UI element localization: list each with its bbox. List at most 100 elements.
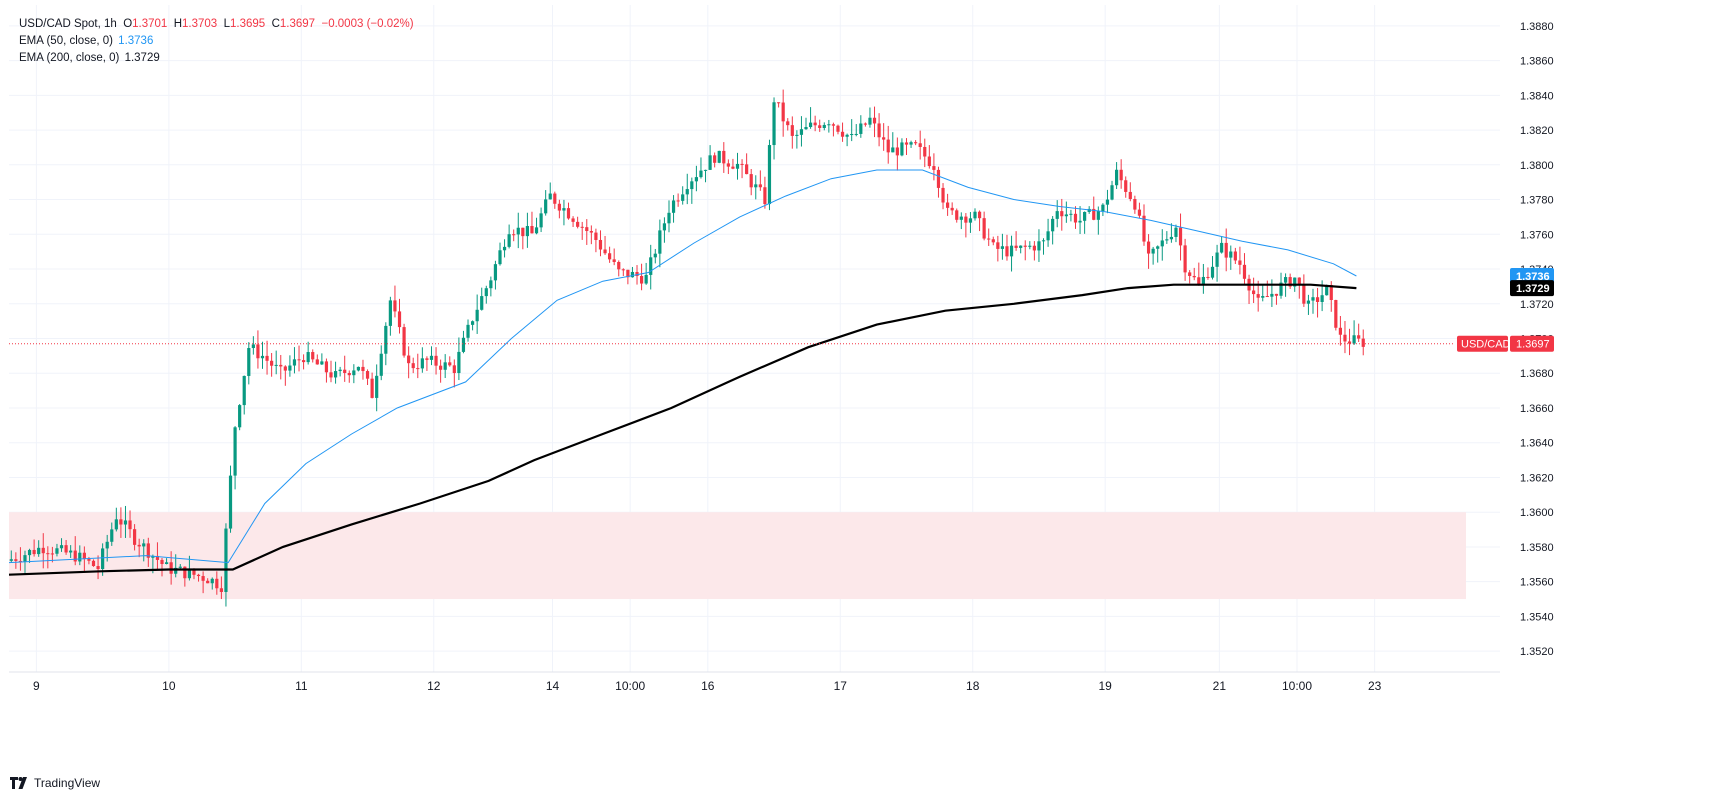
candle-body xyxy=(653,253,657,258)
candle-body xyxy=(196,574,201,577)
candle xyxy=(215,571,219,595)
tradingview-logo-icon xyxy=(10,777,27,789)
candle xyxy=(987,228,991,246)
candle xyxy=(530,211,534,234)
candle-body xyxy=(932,166,936,170)
candle xyxy=(219,576,223,600)
candle-body xyxy=(872,117,877,124)
candle-body xyxy=(722,150,726,164)
candle-body xyxy=(420,358,424,369)
last-price-value-box xyxy=(1510,335,1554,352)
candle-body xyxy=(1334,300,1338,328)
candle-body xyxy=(877,123,881,138)
candle-body xyxy=(23,555,27,562)
candle xyxy=(1306,294,1311,315)
candle xyxy=(251,336,255,355)
candle-body xyxy=(1160,240,1164,247)
candle-body xyxy=(525,226,529,237)
candle-body xyxy=(101,548,105,570)
candlestick-series xyxy=(9,89,1365,607)
candle xyxy=(361,359,365,380)
candle-body xyxy=(484,288,488,297)
candle xyxy=(534,217,539,235)
candle-body xyxy=(512,234,516,236)
candle-body xyxy=(923,146,927,157)
candle xyxy=(1156,245,1160,263)
candle-body xyxy=(914,142,918,144)
candle xyxy=(128,510,132,538)
candle-body xyxy=(617,262,621,270)
candle xyxy=(932,153,936,181)
candle xyxy=(703,169,708,183)
candle xyxy=(311,349,315,363)
candle xyxy=(923,138,927,168)
candle xyxy=(895,137,899,171)
y-tick-label: 1.3820 xyxy=(1520,125,1554,137)
candle-body xyxy=(137,544,141,547)
candle xyxy=(676,193,680,207)
candle xyxy=(1037,229,1041,262)
candle-body xyxy=(338,369,342,372)
candle xyxy=(137,538,141,558)
candle xyxy=(571,216,575,228)
open-value: 1.3701 xyxy=(132,18,168,30)
candle xyxy=(1000,233,1005,260)
candle xyxy=(808,107,813,129)
candle xyxy=(1009,235,1014,272)
candle-body xyxy=(151,555,155,558)
candle-body xyxy=(1306,300,1311,304)
candle xyxy=(457,337,461,381)
candle-body xyxy=(133,529,137,545)
y-tick-label: 1.3860 xyxy=(1520,56,1554,68)
candle xyxy=(745,153,749,175)
candle xyxy=(233,426,237,490)
candle xyxy=(1238,246,1242,275)
candle xyxy=(484,285,488,304)
candle xyxy=(576,216,580,229)
candle xyxy=(1110,180,1114,201)
candle xyxy=(1197,262,1201,286)
candle-body xyxy=(178,566,182,568)
candle-body xyxy=(1178,227,1183,246)
candle-body xyxy=(1220,242,1224,253)
candle-body xyxy=(251,344,255,349)
candle xyxy=(639,263,644,291)
candle xyxy=(1265,280,1269,298)
candle-body xyxy=(1037,241,1041,251)
candle xyxy=(1274,293,1279,305)
candle-body xyxy=(91,560,96,567)
candle-body xyxy=(1087,208,1091,212)
candle xyxy=(420,347,424,373)
candle-body xyxy=(968,218,973,223)
candle xyxy=(1361,329,1365,356)
candle xyxy=(562,199,566,226)
x-tick-label: 10:00 xyxy=(1282,679,1312,693)
candle xyxy=(224,523,228,607)
candle-body xyxy=(46,553,50,555)
candle xyxy=(539,207,543,233)
candle xyxy=(726,159,730,175)
candle-body xyxy=(1188,272,1192,276)
candle xyxy=(379,345,383,381)
candle-body xyxy=(301,360,306,363)
tradingview-brand[interactable]: TradingView xyxy=(10,776,100,790)
candle-body xyxy=(1329,285,1333,301)
candle xyxy=(699,157,703,179)
candle-body xyxy=(516,227,520,235)
x-tick-label: 17 xyxy=(834,679,848,693)
candle xyxy=(1028,241,1032,250)
candle-body xyxy=(886,139,890,153)
candle-body xyxy=(946,202,950,208)
candle-body xyxy=(685,189,689,195)
candle-body xyxy=(1357,335,1361,339)
candle-body xyxy=(1343,334,1347,342)
candle-body xyxy=(1146,241,1151,254)
candle xyxy=(1188,270,1192,284)
candle-body xyxy=(1156,246,1160,249)
candle xyxy=(831,122,836,137)
candle xyxy=(968,212,973,233)
candle xyxy=(1357,323,1361,343)
candle-body xyxy=(201,576,205,581)
y-tick-label: 1.3880 xyxy=(1520,21,1554,33)
